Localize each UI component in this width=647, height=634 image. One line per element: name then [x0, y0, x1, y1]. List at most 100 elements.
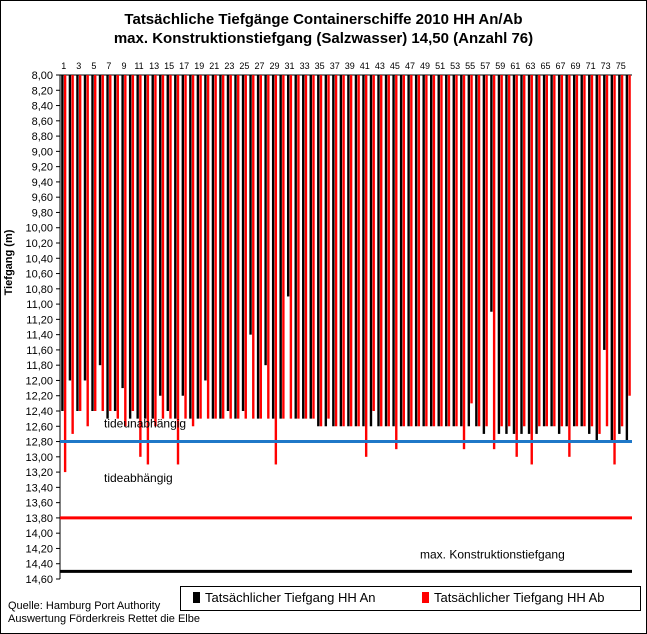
bar-an — [271, 75, 275, 419]
bar-ab — [334, 75, 338, 427]
reference-line-label: tideunabhängig — [104, 417, 186, 431]
bar-ab — [116, 75, 119, 419]
bar-an — [309, 75, 312, 419]
x-tick-label: 35 — [315, 61, 325, 71]
y-tick-label: 11,20 — [26, 314, 53, 326]
bar-ab — [191, 75, 195, 427]
bar-an — [460, 75, 463, 427]
bar-ab — [169, 75, 172, 419]
reference-line-label: max. Konstruktionstiefgang — [420, 547, 565, 561]
bar-an — [452, 75, 455, 427]
x-tick-label: 9 — [121, 61, 126, 71]
bar-ab — [410, 75, 413, 427]
bar-ab — [274, 75, 278, 465]
y-tick-label: 11,40 — [26, 330, 53, 342]
bar-ab — [440, 75, 443, 427]
x-tick-label: 57 — [480, 61, 490, 71]
bar-ab — [477, 75, 481, 427]
chart-legend: Tatsächlicher Tiefgang HH An Tatsächlich… — [180, 586, 641, 611]
bar-ab — [568, 75, 571, 457]
y-tick-label: 9,00 — [32, 146, 53, 158]
bar-ab — [598, 75, 601, 434]
y-tick-label: 9,80 — [32, 207, 53, 219]
bar-an — [407, 75, 410, 427]
x-tick-label: 73 — [601, 61, 611, 71]
y-tick-label: 8,60 — [32, 116, 53, 128]
bar-ab — [395, 75, 398, 450]
bar-an — [482, 75, 486, 434]
y-tick-label: 13,20 — [25, 467, 53, 479]
y-tick-label: 11,80 — [26, 360, 53, 372]
bar-an — [565, 75, 568, 427]
x-tick-label: 67 — [555, 61, 565, 71]
x-tick-label: 19 — [194, 61, 204, 71]
bar-an — [362, 75, 365, 427]
bar-ab — [605, 75, 609, 427]
bar-an — [445, 75, 448, 427]
bar-an — [475, 75, 478, 427]
y-tick-label: 9,40 — [32, 177, 53, 189]
bar-ab — [146, 75, 150, 465]
x-tick-label: 1 — [61, 61, 66, 71]
bar-an — [83, 75, 87, 381]
x-tick-label: 51 — [435, 61, 445, 71]
bar-ab — [372, 75, 375, 411]
bar-an — [595, 75, 598, 442]
bar-ab — [312, 75, 315, 419]
bar-ab — [583, 75, 586, 427]
y-axis-title: Tiefgang (m) — [3, 229, 15, 295]
bar-ab — [447, 75, 451, 427]
bar-an — [588, 75, 591, 434]
bar-an — [377, 75, 380, 427]
bar-ab — [252, 75, 255, 419]
bar-ab — [176, 75, 180, 465]
bar-ab — [387, 75, 390, 427]
bar-ab — [620, 75, 624, 427]
bar-an — [467, 75, 471, 427]
bar-an — [226, 75, 230, 411]
bar-ab — [63, 75, 67, 473]
y-tick-label: 11,00 — [26, 299, 53, 311]
x-tick-label: 31 — [285, 61, 295, 71]
bar-ab — [492, 75, 496, 450]
bar-ab — [282, 75, 285, 419]
bar-an — [414, 75, 418, 427]
bar-ab — [523, 75, 526, 427]
bar-an — [294, 75, 297, 419]
bar-ab — [485, 75, 488, 427]
y-tick-label: 12,20 — [25, 391, 53, 403]
bar-ab — [304, 75, 308, 419]
bar-ab — [101, 75, 104, 411]
bar-an — [550, 75, 553, 427]
x-tick-label: 65 — [540, 61, 550, 71]
bar-ab — [402, 75, 405, 427]
legend-item-an: Tatsächlicher Tiefgang HH An — [193, 590, 376, 605]
bar-ab — [425, 75, 428, 427]
reference-line-label: tideabhängig — [104, 471, 173, 485]
bar-an — [437, 75, 440, 427]
bar-an — [189, 75, 192, 419]
y-tick-label: 14,20 — [25, 543, 53, 555]
bar-an — [91, 75, 94, 411]
bar-an — [76, 75, 79, 411]
x-tick-label: 43 — [375, 61, 385, 71]
bar-an — [286, 75, 290, 297]
bar-an — [256, 75, 260, 419]
bar-an — [241, 75, 245, 411]
bar-ab — [184, 75, 187, 419]
bar-ab — [462, 75, 466, 450]
bar-an — [339, 75, 343, 427]
y-tick-label: 12,40 — [25, 406, 53, 418]
bar-an — [580, 75, 583, 427]
y-tick-label: 10,20 — [25, 238, 53, 250]
bar-ab — [289, 75, 293, 419]
bar-an — [211, 75, 215, 419]
bar-ab — [199, 75, 202, 419]
x-tick-label: 25 — [239, 61, 249, 71]
bar-ab — [161, 75, 165, 419]
legend-label-an: Tatsächlicher Tiefgang HH An — [205, 590, 376, 605]
x-tick-label: 55 — [465, 61, 475, 71]
bar-ab — [94, 75, 97, 411]
x-tick-label: 13 — [149, 61, 159, 71]
bar-ab — [229, 75, 232, 419]
